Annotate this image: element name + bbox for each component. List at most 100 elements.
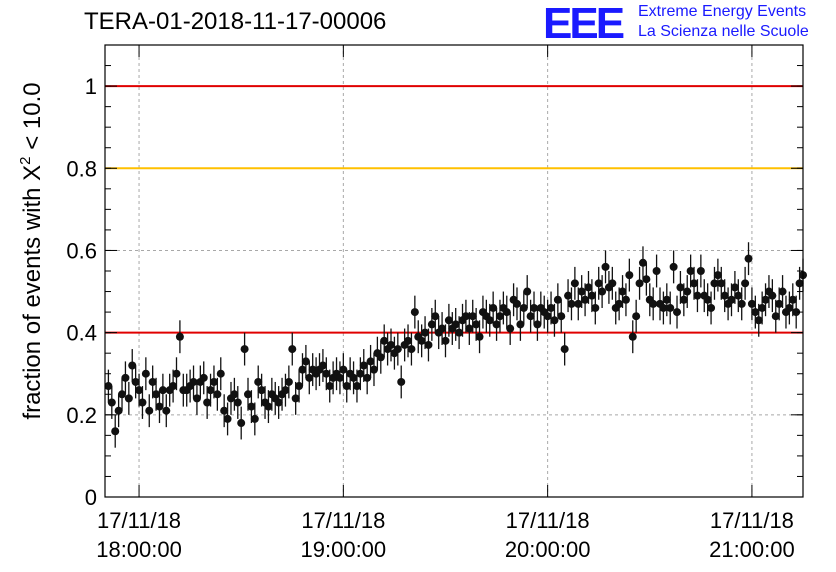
data-point [594, 266, 603, 300]
y-tick-label: 0.2 [66, 403, 97, 428]
data-marker [792, 308, 801, 317]
data-marker [560, 345, 569, 354]
chart-title: TERA-01-2018-11-17-00006 [84, 8, 387, 35]
data-marker [124, 394, 133, 403]
data-marker [601, 262, 610, 271]
data-marker [761, 295, 770, 304]
data-marker [652, 267, 661, 275]
data-marker [666, 303, 675, 312]
data-point [577, 275, 586, 308]
data-point [519, 291, 528, 325]
y-tick-label: 1 [85, 74, 97, 99]
data-point [305, 361, 314, 395]
data-marker [468, 312, 477, 321]
data-marker [707, 303, 716, 312]
data-point [325, 369, 334, 403]
data-marker [111, 427, 120, 436]
data-point [175, 320, 184, 354]
data-point [250, 402, 259, 436]
data-point [223, 402, 232, 436]
data-point [669, 250, 678, 284]
data-point [404, 324, 413, 358]
data-point [155, 390, 164, 424]
data-point [427, 307, 436, 341]
data-marker [254, 377, 263, 386]
y-axis-label: fraction of events with X2 < 10.0 [17, 82, 46, 419]
data-marker [162, 406, 171, 415]
data-marker [131, 377, 140, 386]
data-marker [679, 295, 688, 304]
data-marker [734, 291, 743, 300]
data-point [495, 299, 504, 333]
data-marker [141, 369, 150, 378]
data-marker [608, 279, 617, 288]
data-marker [451, 320, 460, 329]
data-point [720, 279, 729, 313]
data-point [778, 275, 787, 308]
data-marker [489, 303, 498, 312]
data-point [274, 386, 283, 419]
data-point [761, 283, 770, 317]
data-point [339, 353, 348, 387]
data-point [758, 291, 767, 325]
x-tick-label-time: 21:00:00 [709, 537, 795, 562]
data-marker [642, 275, 651, 284]
data-point [397, 365, 406, 399]
data-marker [295, 382, 304, 391]
data-marker [230, 390, 239, 399]
data-point [506, 312, 515, 345]
data-marker [359, 361, 368, 370]
data-marker [577, 287, 586, 296]
data-point [621, 283, 630, 317]
data-marker [495, 312, 504, 321]
data-marker [250, 414, 259, 423]
data-marker [104, 382, 113, 391]
data-marker [431, 312, 440, 321]
data-point [628, 320, 637, 354]
data-point [230, 377, 239, 411]
data-marker [768, 291, 777, 300]
data-marker [298, 365, 307, 374]
data-marker [659, 303, 668, 312]
data-marker [564, 291, 573, 300]
data-marker [152, 390, 161, 399]
data-point [673, 295, 682, 329]
data-point [570, 266, 579, 300]
data-marker [216, 369, 225, 378]
data-point [591, 291, 600, 325]
data-point [356, 357, 365, 391]
x-tick-label-date: 17/11/18 [710, 508, 794, 533]
y-label-symbol: X [19, 165, 46, 181]
data-marker [274, 398, 283, 407]
data-marker [676, 283, 685, 292]
x-tick-label-time: 20:00:00 [505, 537, 591, 562]
data-marker [516, 320, 525, 329]
data-point [288, 332, 297, 366]
data-point [431, 299, 440, 333]
data-marker [669, 262, 678, 271]
data-point [475, 320, 484, 354]
data-marker [203, 398, 212, 407]
data-point [737, 287, 746, 321]
data-marker [189, 377, 198, 386]
data-marker [730, 283, 739, 292]
data-point [662, 283, 671, 317]
y-tick-label: 0 [85, 485, 97, 510]
y-tick-label: 0.4 [66, 321, 97, 346]
data-marker [775, 299, 784, 308]
data-marker [444, 316, 453, 325]
data-point [601, 250, 610, 284]
data-point [683, 275, 692, 308]
data-point [254, 365, 263, 399]
data-point [298, 353, 307, 387]
data-marker [257, 386, 266, 395]
data-point [492, 307, 501, 341]
data-point [162, 394, 171, 428]
data-point [349, 361, 358, 395]
x-tick-label-date: 17/11/18 [301, 508, 385, 533]
data-point [530, 291, 539, 325]
data-marker [421, 328, 430, 337]
data-point [369, 353, 378, 387]
data-marker [397, 377, 406, 386]
data-point [158, 373, 167, 407]
